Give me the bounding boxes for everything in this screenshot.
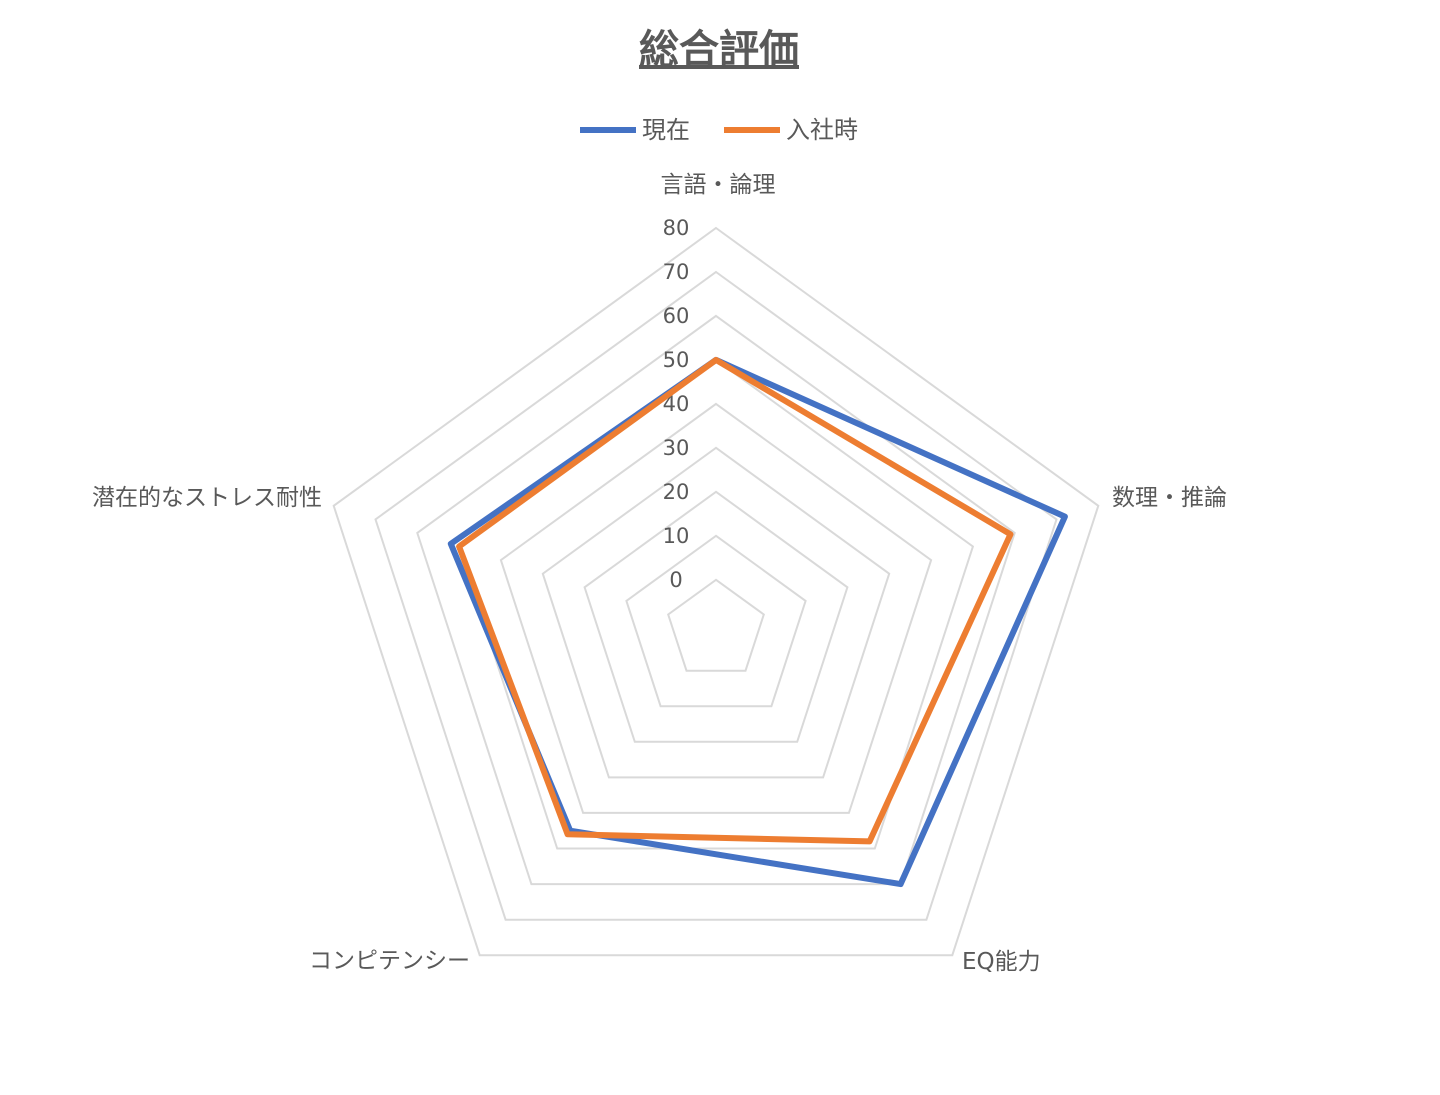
grid-ring-10 — [625, 534, 807, 708]
tick-label-10: 10 — [663, 524, 690, 548]
legend: 現在 入社時 — [580, 116, 858, 144]
grid-ring-0 — [667, 578, 765, 672]
grid-ring-20 — [583, 490, 849, 743]
tick-label-60: 60 — [663, 304, 690, 328]
grid-ring-70 — [374, 270, 1058, 921]
radar-grid — [332, 226, 1100, 957]
grid-ring-30 — [541, 446, 891, 779]
axis-label-verbal-logic: 言語・論理 — [661, 172, 776, 198]
grid-ring-60 — [416, 314, 1016, 886]
series-line-0 — [447, 356, 1068, 888]
chart-title: 総合評価 — [639, 27, 799, 73]
axis-label-stress-tolerance: 潜在的なストレス耐性 — [92, 485, 322, 511]
legend-label-at-hire: 入社時 — [786, 116, 858, 144]
grid-ring-80 — [332, 226, 1100, 957]
axis-labels: 言語・論理 数理・推論 EQ能力 コンピテンシー 潜在的なストレス耐性 — [92, 172, 1227, 975]
legend-label-current: 現在 — [642, 116, 690, 144]
axis-label-competency: コンピテンシー — [309, 948, 470, 974]
tick-label-70: 70 — [663, 260, 690, 284]
tick-label-30: 30 — [663, 436, 690, 460]
series-group — [447, 356, 1068, 888]
tick-label-80: 80 — [663, 216, 690, 240]
axis-label-math-reasoning: 数理・推論 — [1112, 485, 1227, 511]
tick-label-20: 20 — [663, 480, 690, 504]
tick-label-50: 50 — [663, 348, 690, 372]
tick-label-0: 0 — [669, 568, 682, 592]
grid-ring-40 — [499, 402, 933, 814]
grid-ring-50 — [457, 358, 975, 850]
axis-label-eq: EQ能力 — [962, 949, 1041, 975]
series-line-1 — [456, 356, 1014, 845]
